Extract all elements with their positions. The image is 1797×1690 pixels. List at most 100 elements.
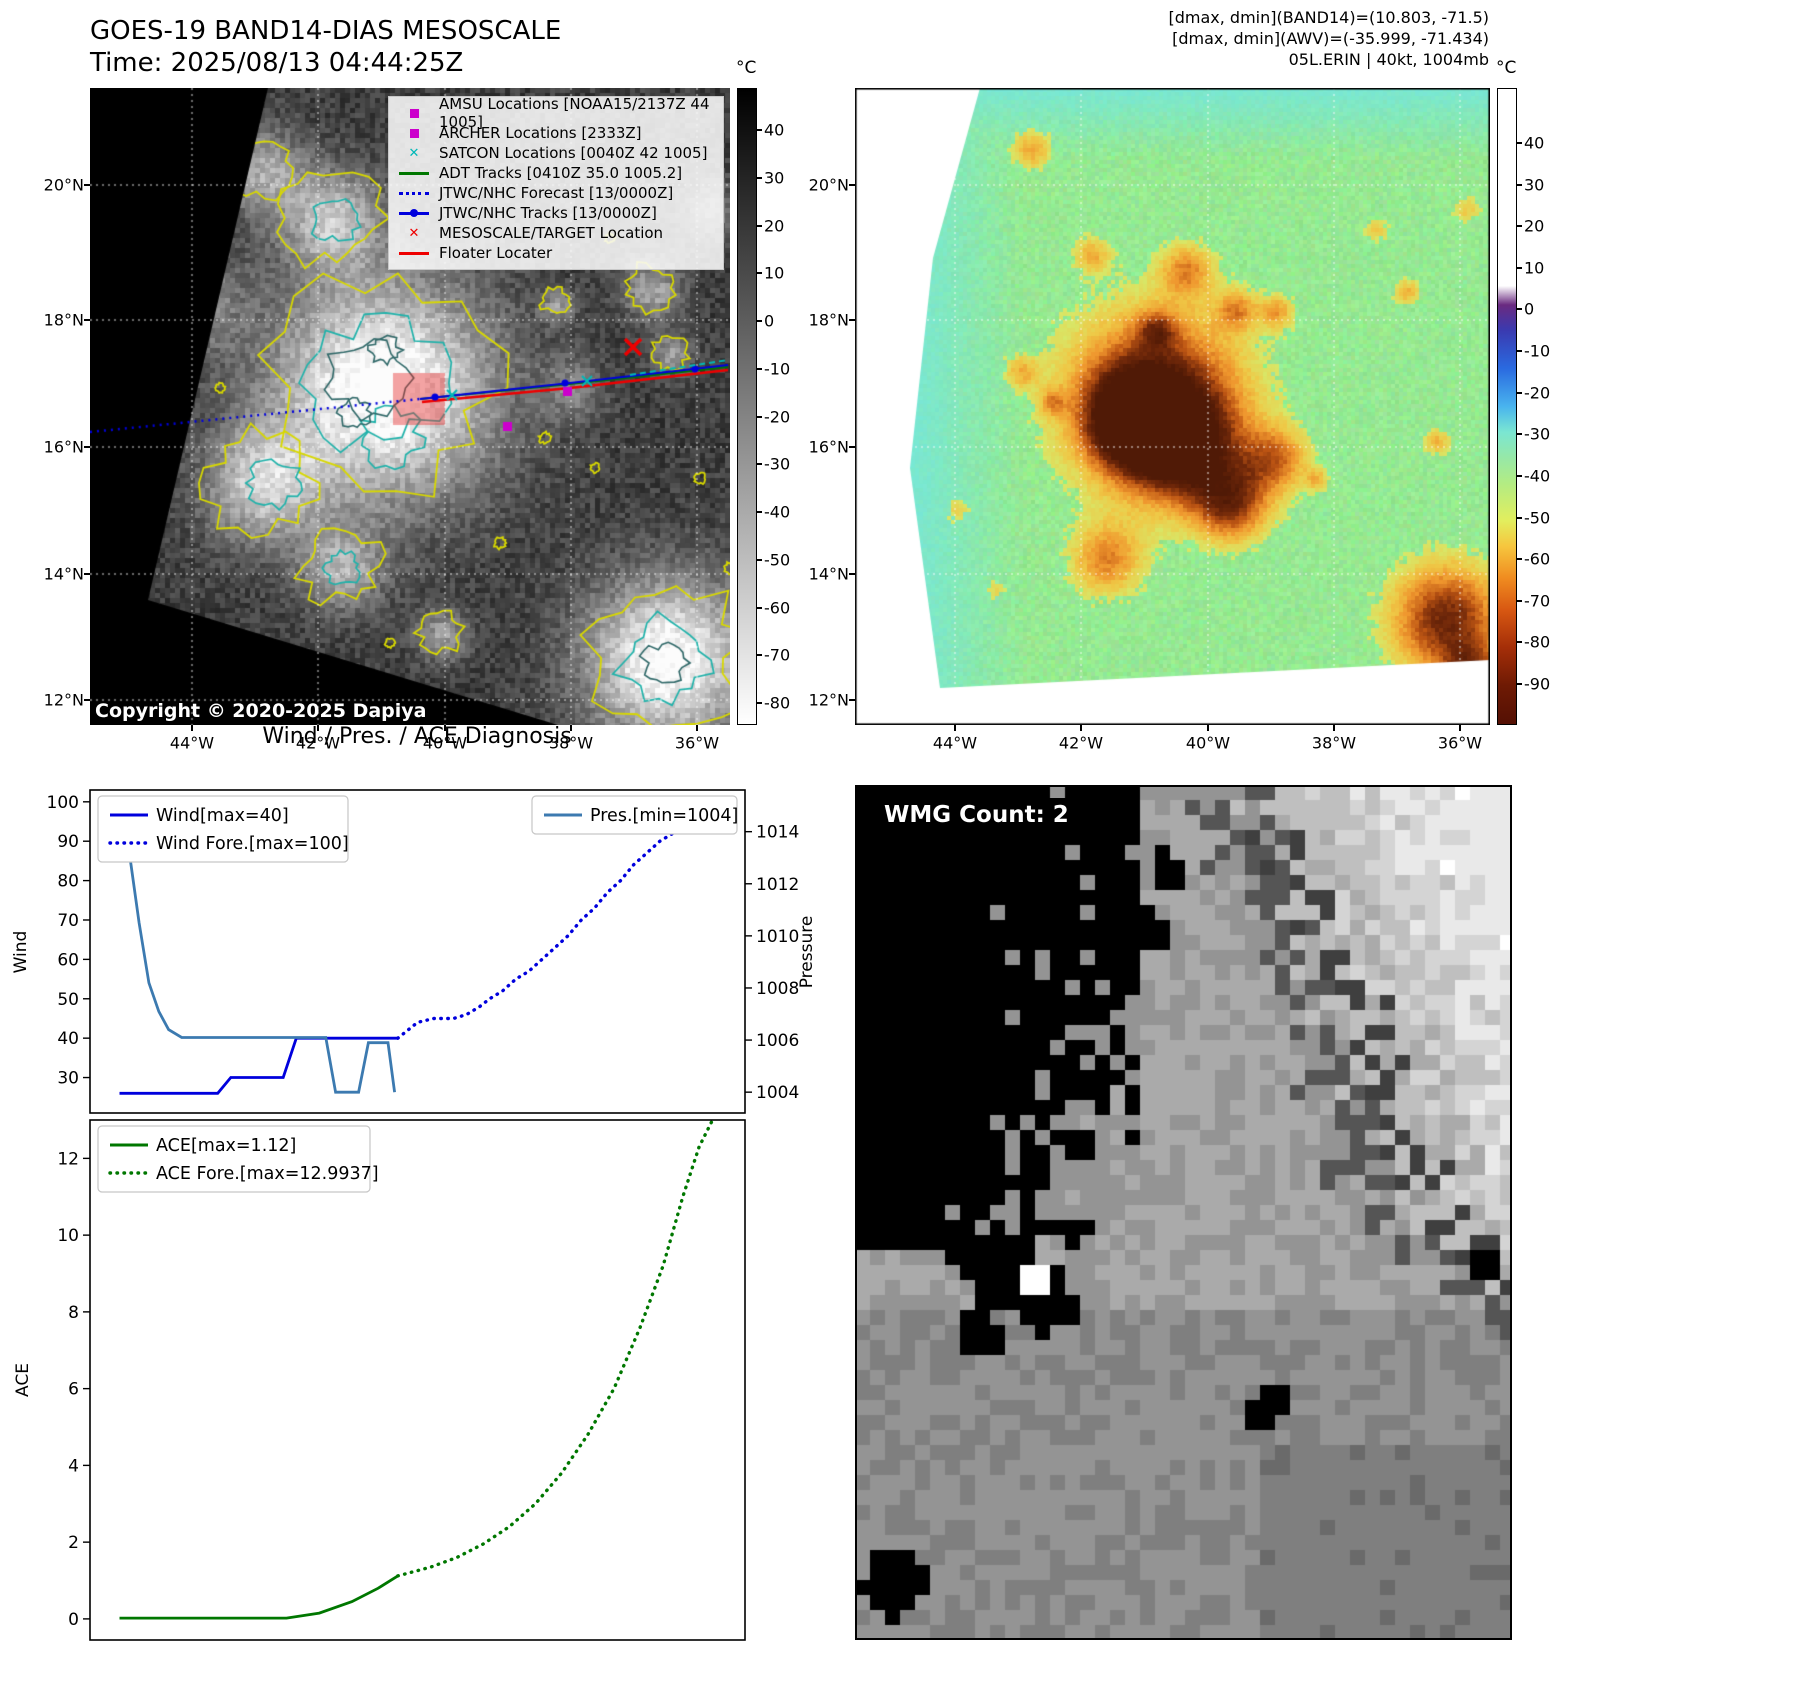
svg-text:1006: 1006 [756, 1031, 799, 1051]
ir-lat-tick-label: 14°N [43, 564, 84, 584]
axis-tick [1517, 641, 1522, 644]
axis-tick [1459, 725, 1461, 731]
svg-text:4: 4 [68, 1456, 79, 1476]
awv-lat-tick-label: 12°N [808, 690, 849, 710]
axis-tick [757, 511, 762, 513]
ir-colorbar-tick-label: -20 [764, 407, 791, 426]
axis-tick [1207, 725, 1209, 731]
axis-tick [1517, 183, 1522, 186]
line-dot-marker-icon [397, 209, 431, 217]
axis-tick [1517, 516, 1522, 519]
svg-text:70: 70 [57, 911, 79, 931]
ir-lat-tick-label: 18°N [43, 310, 84, 330]
diag-title: Wind / Pres. / ACE Diagnosis [262, 724, 572, 749]
axis-tick [849, 184, 855, 186]
awv-lat-tick-label: 20°N [808, 175, 849, 195]
legend-label: SATCON Locations [0040Z 42 1005] [439, 144, 708, 162]
axis-tick [84, 184, 90, 186]
svg-text:1014: 1014 [756, 823, 799, 843]
ir-colorbar [737, 88, 757, 725]
axis-tick [757, 654, 762, 657]
axis-tick [570, 725, 572, 731]
square-marker-icon [397, 128, 431, 138]
awv-colorbar-tick-label: 40 [1524, 133, 1545, 153]
square-marker-icon [397, 108, 431, 118]
axis-tick [1080, 725, 1082, 731]
ir-title: GOES-19 BAND14-DIAS MESOSCALE [90, 16, 562, 46]
awv-lon-tick-label: 40°W [1185, 733, 1231, 753]
legend-item: JTWC/NHC Tracks [13/0000Z] [397, 203, 715, 223]
awv-header-awv: [dmax, dmin](AWV)=(-35.999, -71.434) [1172, 29, 1489, 48]
axis-tick [1517, 308, 1522, 311]
svg-text:Pres.[min=1004]: Pres.[min=1004] [590, 806, 738, 826]
axis-tick [84, 699, 90, 701]
axis-tick [84, 573, 90, 575]
dotted-marker-icon [397, 191, 431, 195]
axis-tick [757, 129, 762, 131]
awv-colorbar-tick-label: -10 [1524, 341, 1551, 361]
svg-text:8: 8 [68, 1303, 79, 1323]
wmg-count-label: WMG Count: 2 [872, 798, 1081, 832]
ir-colorbar-tick-label: 0 [764, 311, 775, 331]
ir-colorbar-tick-label: -50 [764, 550, 791, 570]
legend-label: AMSU Locations [NOAA15/2137Z 44 1005] [439, 95, 710, 131]
axis-tick [317, 725, 319, 731]
ir-time: Time: 2025/08/13 04:44:25Z [90, 48, 464, 78]
svg-text:100: 100 [47, 793, 79, 813]
legend-item: JTWC/NHC Forecast [13/0000Z] [397, 183, 715, 203]
awv-lon-tick-label: 38°W [1311, 733, 1357, 753]
legend-item: ARCHER Locations [2333Z] [397, 123, 715, 143]
awv-colorbar-tick-label: 20 [1524, 216, 1545, 236]
axis-tick [1517, 474, 1522, 477]
axis-tick [757, 320, 762, 322]
awv-lon-tick-label: 36°W [1437, 733, 1483, 753]
svg-text:2: 2 [68, 1533, 79, 1553]
axis-tick [1517, 683, 1522, 686]
svg-text:1012: 1012 [756, 875, 799, 895]
awv-colorbar-tick-label: 0 [1524, 299, 1535, 319]
legend-label: MESOSCALE/TARGET Location [439, 224, 664, 242]
ir-lon-tick-label: 42°W [295, 733, 341, 753]
legend-item: ✕ MESOSCALE/TARGET Location [397, 223, 715, 243]
axis-tick [849, 699, 855, 701]
axis-tick [757, 415, 762, 418]
awv-colorbar-tick-label: -90 [1524, 674, 1551, 694]
svg-text:Wind Fore.[max=100]: Wind Fore.[max=100] [156, 834, 349, 854]
axis-tick [1333, 725, 1335, 731]
awv-colorbar-tick-label: -40 [1524, 466, 1551, 486]
svg-text:30: 30 [57, 1069, 79, 1089]
axis-tick [757, 224, 762, 227]
awv-header-storm: 05L.ERIN | 40kt, 1004mb [1288, 50, 1489, 69]
svg-text:ACE: ACE [13, 1363, 33, 1397]
awv-lat-tick-label: 18°N [808, 310, 849, 330]
svg-text:1010: 1010 [756, 927, 799, 947]
awv-lat-tick-label: 16°N [808, 437, 849, 457]
axis-tick [84, 319, 90, 321]
svg-text:ACE Fore.[max=12.9937]: ACE Fore.[max=12.9937] [156, 1164, 379, 1184]
ir-lon-tick-label: 36°W [674, 733, 720, 753]
awv-lon-tick-label: 44°W [932, 733, 978, 753]
line-marker-icon [397, 171, 431, 175]
axis-tick [1517, 391, 1522, 394]
line-marker-icon [397, 251, 431, 255]
legend-label: JTWC/NHC Forecast [13/0000Z] [439, 184, 674, 202]
svg-text:0: 0 [68, 1610, 79, 1630]
awv-colorbar-tick-label: -80 [1524, 632, 1551, 652]
axis-tick [1517, 266, 1522, 269]
ir-lon-tick-label: 40°W [422, 733, 468, 753]
awv-colorbar-unit: °C [1496, 58, 1517, 78]
awv-colorbar [1497, 88, 1517, 725]
legend-item: AMSU Locations [NOAA15/2137Z 44 1005] [397, 95, 715, 131]
awv-colorbar-tick-label: -60 [1524, 549, 1551, 569]
x-marker-icon: ✕ [408, 225, 420, 241]
axis-tick [1517, 558, 1522, 561]
ir-colorbar-tick-label: 30 [764, 168, 785, 188]
svg-text:Wind: Wind [11, 931, 31, 974]
awv-colorbar-tick-label: -30 [1524, 424, 1551, 444]
axis-tick [1517, 599, 1522, 602]
legend-item: ADT Tracks [0410Z 35.0 1005.2] [397, 163, 715, 183]
awv-lat-tick-label: 14°N [808, 564, 849, 584]
svg-text:Wind[max=40]: Wind[max=40] [156, 806, 289, 826]
axis-tick [1517, 350, 1522, 353]
axis-tick [849, 319, 855, 321]
